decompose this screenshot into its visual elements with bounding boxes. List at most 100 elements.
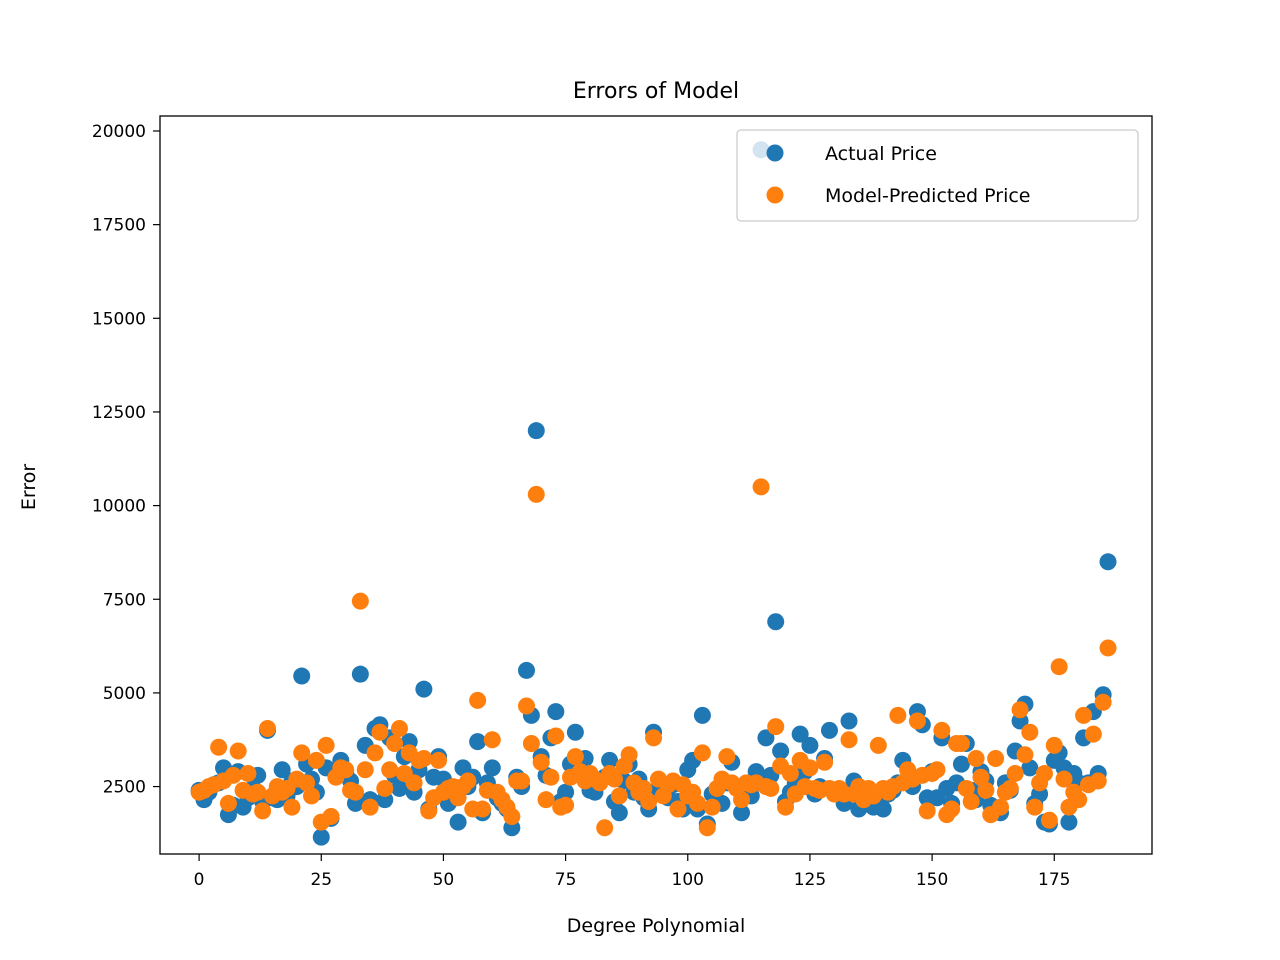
data-point-model-predicted-price <box>381 761 399 779</box>
legend-box <box>736 129 1139 222</box>
legend-marker-actual-price <box>766 144 784 162</box>
data-point-model-predicted-price <box>1084 725 1102 743</box>
data-point-actual-price <box>273 761 291 779</box>
x-tick-label: 50 <box>433 870 455 890</box>
data-point-model-predicted-price <box>669 800 687 818</box>
y-tick-label: 7500 <box>103 590 146 610</box>
data-point-model-predicted-price <box>1001 779 1019 797</box>
data-point-model-predicted-price <box>317 736 335 754</box>
data-point-actual-price <box>1099 553 1117 571</box>
data-point-model-predicted-price <box>1089 772 1107 790</box>
data-point-model-predicted-price <box>483 731 501 749</box>
x-tick-label: 100 <box>672 870 704 890</box>
data-point-model-predicted-price <box>229 742 247 760</box>
data-point-model-predicted-price <box>640 793 658 811</box>
x-tick-label: 0 <box>194 870 205 890</box>
data-point-model-predicted-price <box>752 478 770 496</box>
legend: Actual Price Model-Predicted Price <box>736 129 1139 222</box>
data-point-actual-price <box>293 667 311 685</box>
data-point-model-predicted-price <box>474 800 492 818</box>
data-point-model-predicted-price <box>1094 693 1112 711</box>
data-point-model-predicted-price <box>307 751 325 769</box>
data-point-model-predicted-price <box>518 697 536 715</box>
data-point-actual-price <box>840 712 858 730</box>
data-point-model-predicted-price <box>371 723 389 741</box>
data-point-actual-price <box>601 751 619 769</box>
data-point-model-predicted-price <box>1035 764 1053 782</box>
data-point-model-predicted-price <box>302 787 320 805</box>
data-point-model-predicted-price <box>254 802 272 820</box>
data-point-model-predicted-price <box>689 794 707 812</box>
data-point-model-predicted-price <box>967 749 985 767</box>
y-axis-label: Error <box>18 464 40 511</box>
data-point-actual-price <box>518 661 536 679</box>
data-point-model-predicted-price <box>635 779 653 797</box>
y-tick-label: 12500 <box>92 403 146 423</box>
data-point-actual-price <box>772 742 790 760</box>
data-point-model-predicted-price <box>259 720 277 738</box>
data-point-actual-price <box>415 680 433 698</box>
data-point-model-predicted-price <box>219 794 237 812</box>
data-point-model-predicted-price <box>928 761 946 779</box>
y-tick-label: 2500 <box>103 778 146 798</box>
data-point-actual-price <box>767 613 785 631</box>
series-model-predicted-price <box>190 478 1117 837</box>
data-point-model-predicted-price <box>405 774 423 792</box>
data-point-model-predicted-price <box>933 721 951 739</box>
data-point-model-predicted-price <box>957 779 975 797</box>
data-point-model-predicted-price <box>547 727 565 745</box>
legend-marker-model-predicted-price <box>766 186 784 204</box>
data-point-model-predicted-price <box>840 731 858 749</box>
data-point-model-predicted-price <box>532 753 550 771</box>
axis-ticks: 0 25 50 75 100 125 150 175 2500 5000 7500 10000 1250… <box>92 122 1071 890</box>
data-point-actual-price <box>351 665 369 683</box>
data-point-model-predicted-price <box>1055 770 1073 788</box>
y-tick-label: 5000 <box>103 684 146 704</box>
chart-title: Errors of Model <box>573 79 739 104</box>
data-point-actual-price <box>1060 813 1078 831</box>
data-point-model-predicted-price <box>351 592 369 610</box>
data-point-model-predicted-price <box>366 744 384 762</box>
data-point-model-predicted-price <box>889 706 907 724</box>
data-point-actual-price <box>874 800 892 818</box>
data-point-model-predicted-price <box>390 720 408 738</box>
data-point-model-predicted-price <box>605 770 623 788</box>
data-point-model-predicted-price <box>596 819 614 837</box>
data-point-model-predicted-price <box>918 802 936 820</box>
data-point-model-predicted-price <box>386 734 404 752</box>
data-point-model-predicted-price <box>1011 701 1029 719</box>
data-point-model-predicted-price <box>943 800 961 818</box>
data-point-model-predicted-price <box>503 808 521 826</box>
data-point-model-predicted-price <box>420 802 438 820</box>
x-tick-label: 25 <box>310 870 332 890</box>
data-point-model-predicted-price <box>1075 706 1093 724</box>
data-point-actual-price <box>757 729 775 747</box>
data-point-actual-price <box>733 804 751 822</box>
data-point-actual-price <box>566 723 584 741</box>
data-point-model-predicted-price <box>322 808 340 826</box>
data-point-model-predicted-price <box>527 485 545 503</box>
data-point-actual-price <box>449 813 467 831</box>
data-point-model-predicted-price <box>952 734 970 752</box>
data-point-model-predicted-price <box>987 749 1005 767</box>
data-point-model-predicted-price <box>513 772 531 790</box>
x-tick-label: 150 <box>916 870 948 890</box>
x-tick-label: 75 <box>555 870 577 890</box>
data-point-model-predicted-price <box>801 759 819 777</box>
data-point-model-predicted-price <box>430 751 448 769</box>
data-point-model-predicted-price <box>346 783 364 801</box>
data-point-actual-price <box>610 804 628 822</box>
data-point-model-predicted-price <box>1040 811 1058 829</box>
legend-label-model-predicted-price: Model-Predicted Price <box>825 185 1030 207</box>
data-point-actual-price <box>312 828 330 846</box>
data-point-model-predicted-price <box>762 779 780 797</box>
data-point-model-predicted-price <box>224 766 242 784</box>
data-point-model-predicted-price <box>239 764 257 782</box>
plot-frame <box>159 115 1153 855</box>
data-point-model-predicted-price <box>542 768 560 786</box>
y-tick-label: 17500 <box>92 216 146 236</box>
data-point-actual-price <box>390 779 408 797</box>
data-point-model-predicted-price <box>610 787 628 805</box>
data-point-model-predicted-price <box>767 718 785 736</box>
